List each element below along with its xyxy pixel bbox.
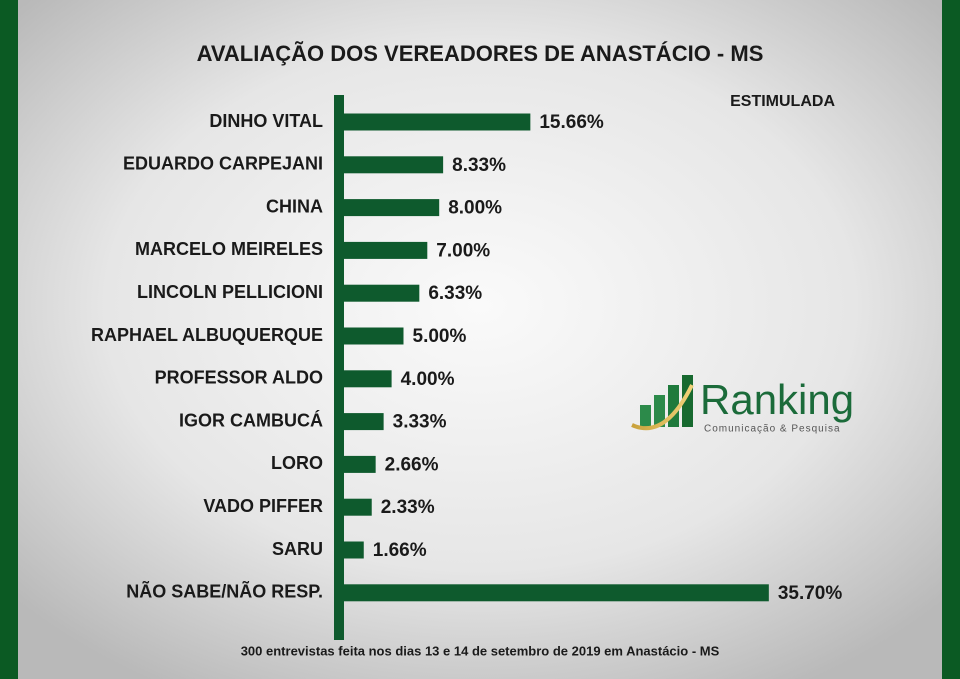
bar xyxy=(344,113,531,131)
bar xyxy=(344,199,440,217)
logo-bar xyxy=(654,395,665,427)
value-label: 6.33% xyxy=(428,283,482,304)
bar xyxy=(344,241,428,259)
category-label: DINHO VITAL xyxy=(209,111,323,131)
left-border xyxy=(0,0,18,679)
note: 300 entrevistas feita nos dias 13 e 14 d… xyxy=(241,643,720,658)
bar xyxy=(344,370,392,388)
logo-bar xyxy=(640,405,651,427)
subtitle: ESTIMULADA xyxy=(730,93,835,110)
category-label: VADO PIFFER xyxy=(203,496,323,516)
bar xyxy=(344,498,372,516)
value-label: 35.70% xyxy=(778,583,843,604)
category-label: MARCELO MEIRELES xyxy=(135,239,323,259)
logo: Ranking Comunicação & Pesquisa xyxy=(631,375,854,435)
bar xyxy=(344,156,444,174)
logo-bar xyxy=(668,385,679,427)
category-label: LORO xyxy=(271,453,323,473)
category-label: NÃO SABE/NÃO RESP. xyxy=(126,581,323,602)
value-label: 1.66% xyxy=(373,540,427,561)
category-label: LINCOLN PELLICIONI xyxy=(137,282,323,302)
right-border xyxy=(942,0,960,679)
logo-tagline: Comunicação & Pesquisa xyxy=(704,424,841,435)
value-label: 15.66% xyxy=(539,112,604,133)
bar xyxy=(344,284,420,302)
bar xyxy=(344,455,376,473)
value-label: 3.33% xyxy=(393,412,447,433)
value-label: 2.33% xyxy=(381,497,435,518)
category-label: RAPHAEL ALBUQUERQUE xyxy=(91,325,323,345)
bar xyxy=(344,584,769,602)
value-label: 5.00% xyxy=(413,326,467,347)
value-label: 2.66% xyxy=(385,454,439,475)
chart-title: AVALIAÇÃO DOS VEREADORES DE ANASTÁCIO - … xyxy=(197,41,764,66)
category-label: SARU xyxy=(272,539,323,559)
value-label: 4.00% xyxy=(401,369,455,390)
value-label: 8.33% xyxy=(452,155,506,176)
category-label: IGOR CAMBUCÁ xyxy=(179,409,323,430)
category-label: CHINA xyxy=(266,196,323,216)
bar xyxy=(344,541,364,559)
bar xyxy=(344,413,384,431)
logo-swoosh xyxy=(631,384,694,431)
logo-bar xyxy=(682,375,693,427)
logo-name: Ranking xyxy=(700,376,854,423)
bar xyxy=(344,327,404,345)
category-label: EDUARDO CARPEJANI xyxy=(123,154,323,174)
axis-line xyxy=(334,95,344,640)
value-label: 7.00% xyxy=(436,240,490,261)
value-label: 8.00% xyxy=(448,198,502,219)
category-label: PROFESSOR ALDO xyxy=(155,368,323,388)
